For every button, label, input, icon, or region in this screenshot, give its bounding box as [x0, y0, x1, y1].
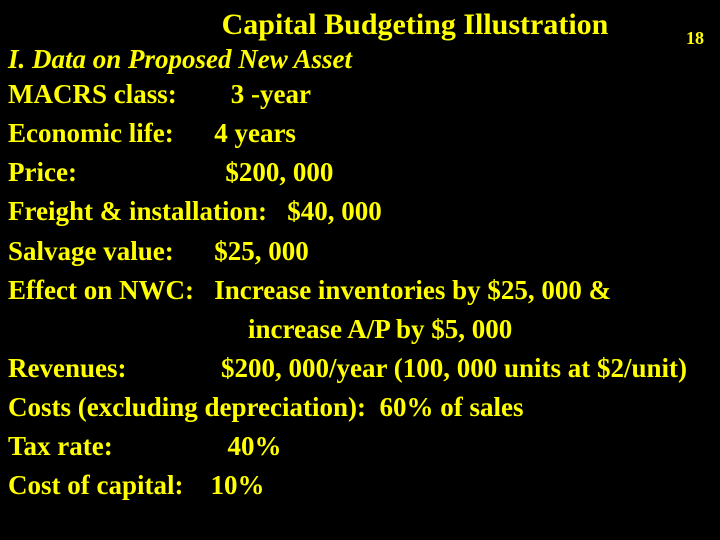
data-row: Cost of capital: 10%: [8, 466, 712, 505]
data-row: Tax rate: 40%: [8, 427, 712, 466]
data-row: Salvage value: $25, 000: [8, 232, 712, 271]
row-text: Costs (excluding depreciation): 60% of s…: [8, 392, 523, 422]
row-text: Tax rate: 40%: [8, 431, 281, 461]
slide-container: Capital Budgeting Illustration 18 I. Dat…: [0, 0, 720, 514]
section-subtitle: I. Data on Proposed New Asset: [8, 44, 712, 75]
slide-title: Capital Budgeting Illustration: [118, 8, 712, 42]
data-row: MACRS class: 3 -year: [8, 75, 712, 114]
data-row: Economic life: 4 years: [8, 114, 712, 153]
content-body: MACRS class: 3 -year Economic life: 4 ye…: [8, 75, 712, 506]
row-text: Economic life: 4 years: [8, 118, 296, 148]
row-text: Freight & installation: $40, 000: [8, 196, 382, 226]
row-text: Effect on NWC: Increase inventories by $…: [8, 275, 611, 305]
data-row: Effect on NWC: Increase inventories by $…: [8, 271, 712, 310]
row-text: Cost of capital: 10%: [8, 470, 264, 500]
data-row: Freight & installation: $40, 000: [8, 192, 712, 231]
data-row-continuation: increase A/P by $5, 000: [8, 310, 712, 349]
page-number: 18: [686, 28, 704, 49]
row-text: increase A/P by $5, 000: [248, 314, 512, 344]
data-row: Price: $200, 000: [8, 153, 712, 192]
data-row: Costs (excluding depreciation): 60% of s…: [8, 388, 712, 427]
row-text: Price: $200, 000: [8, 157, 333, 187]
row-text: Revenues: $200, 000/year (100, 000 units…: [8, 353, 687, 383]
row-text: MACRS class: 3 -year: [8, 79, 311, 109]
row-text: Salvage value: $25, 000: [8, 236, 309, 266]
data-row: Revenues: $200, 000/year (100, 000 units…: [8, 349, 712, 388]
